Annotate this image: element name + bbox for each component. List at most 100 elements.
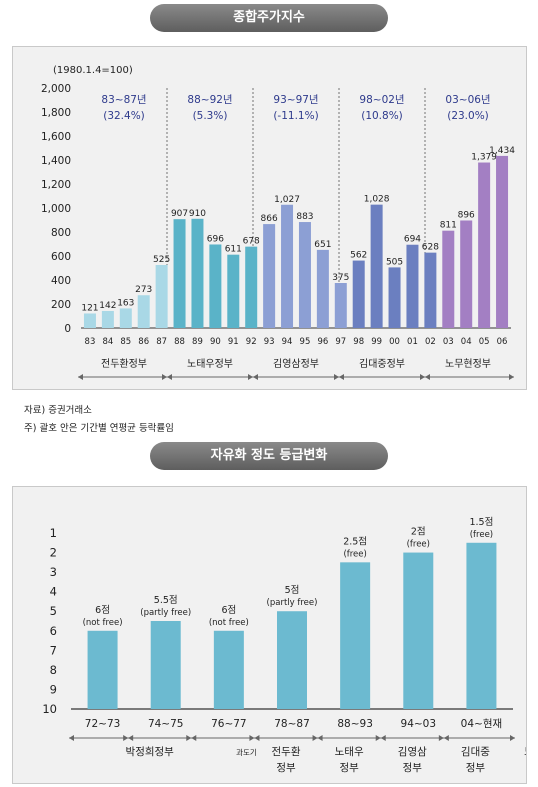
y-tick-label: 1,200: [41, 179, 71, 191]
y-tick-label: 0: [64, 323, 71, 335]
x-tick-label: 78~87: [274, 718, 310, 730]
y-tick-label: 8: [50, 663, 57, 677]
x-tick-label: 00: [389, 337, 400, 347]
x-tick-label: 76~77: [211, 718, 247, 730]
x-tick-label: 89: [192, 337, 203, 347]
bar: [316, 249, 329, 328]
y-tick-label: 1,000: [41, 203, 71, 215]
y-tick-label: 3: [50, 565, 57, 579]
government-span-arrow-out-2: [254, 735, 260, 741]
bar: [466, 542, 497, 709]
government-label: 노무현정부: [445, 358, 491, 370]
bar: [281, 204, 294, 328]
government-span-arrow-in-3: [312, 735, 318, 741]
value-label: 273: [135, 285, 152, 295]
x-tick-label: 88: [174, 337, 185, 347]
x-tick-label: 83: [85, 337, 96, 347]
value-label: 375: [332, 273, 349, 283]
bar: [173, 219, 186, 328]
chart2-title: 자유화 정도 등급변화: [150, 442, 388, 470]
bar: [478, 162, 491, 328]
value-label: 163: [117, 298, 134, 308]
status-label: (partly free): [267, 598, 318, 608]
value-label: 896: [458, 210, 475, 220]
status-label: (not free): [209, 618, 249, 628]
y-tick-label: 5: [50, 604, 57, 618]
bar: [191, 218, 204, 328]
bar: [227, 254, 240, 328]
y-tick-label: 200: [51, 299, 71, 311]
value-label: 651: [314, 240, 331, 250]
value-label: 562: [350, 251, 367, 261]
x-tick-label: 72~73: [85, 718, 121, 730]
score-label: 2점: [411, 526, 426, 538]
government-label: 정부: [466, 762, 486, 774]
x-tick-label: 85: [120, 337, 131, 347]
government-span-arrow-in-5: [438, 735, 444, 741]
period-change: (5.3%): [193, 110, 228, 122]
government-label: 박정희정부: [126, 746, 175, 758]
bar: [370, 204, 383, 328]
government-span-arrow-out-3: [425, 374, 430, 380]
value-label: 1,379: [471, 153, 497, 163]
government-span-arrow-in-1: [248, 374, 253, 380]
period-change: (10.8%): [361, 110, 403, 122]
bar: [137, 295, 150, 328]
government-span-arrow-out-3: [317, 735, 323, 741]
stock-index-chart: (1980.1.4=100)02004006008001,0001,2001,4…: [41, 65, 515, 380]
y-tick-label: 10: [42, 702, 57, 716]
x-tick-label: 96: [317, 337, 328, 347]
period-change: (32.4%): [103, 110, 145, 122]
period-change: (-11.1%): [273, 110, 318, 122]
y-tick-label: 400: [51, 275, 71, 287]
chart1-title: 종합주가지수: [150, 4, 388, 32]
x-tick-label: 98: [353, 337, 364, 347]
period-change: (23.0%): [447, 110, 489, 122]
x-tick-label: 90: [210, 337, 221, 347]
score-label: 5점: [285, 584, 300, 596]
value-label: 525: [153, 255, 170, 265]
government-span-arrow-left: [78, 374, 83, 380]
government-span-arrow-out-1: [191, 735, 197, 741]
x-tick-label: 04: [461, 337, 472, 347]
x-tick-label: 01: [407, 337, 418, 347]
value-label: 1,027: [274, 195, 300, 205]
x-tick-label: 87: [156, 337, 167, 347]
government-label: 노무현: [524, 746, 526, 758]
value-label: 883: [296, 212, 313, 222]
government-span-arrow-in-3: [420, 374, 425, 380]
y-tick-label: 6: [50, 624, 57, 638]
bar: [403, 552, 434, 709]
value-label: 811: [440, 221, 457, 231]
x-tick-label: 88~93: [337, 718, 373, 730]
value-label: 866: [261, 214, 278, 224]
government-label: 정부: [339, 762, 359, 774]
x-tick-label: 94: [282, 337, 293, 347]
bar: [213, 630, 244, 709]
government-span-arrow-in-2: [334, 374, 339, 380]
government-label: 김영삼정부: [273, 358, 319, 370]
government-span-arrow-in-0: [123, 735, 129, 741]
score-label: 1.5점: [469, 516, 493, 528]
government-label: 정부: [403, 762, 423, 774]
x-tick-label: 84: [102, 337, 113, 347]
y-tick-label: 2: [50, 546, 57, 560]
bar: [406, 244, 419, 328]
freedom-grade-chart: 1 2 3 4 5 6 7 8 9 10 6점 (not free) 72~73 5.5점 (partly …: [42, 516, 538, 774]
bar: [83, 313, 96, 328]
source-note: 자료) 증권거래소: [24, 405, 92, 416]
bar: [155, 265, 168, 328]
bar: [424, 252, 437, 328]
x-tick-label: 05: [479, 337, 490, 347]
y-tick-label: 2,000: [41, 83, 71, 95]
period-range: 98~02년: [359, 94, 404, 106]
value-label: 907: [171, 209, 188, 219]
x-tick-label: 94~03: [401, 718, 437, 730]
status-label: (not free): [83, 618, 123, 628]
government-span-arrow-in-0: [162, 374, 167, 380]
score-label: 5.5점: [154, 594, 178, 606]
value-label: 1,028: [364, 195, 390, 205]
value-label: 910: [189, 209, 206, 219]
x-tick-label: 86: [138, 337, 149, 347]
bar: [298, 222, 311, 328]
